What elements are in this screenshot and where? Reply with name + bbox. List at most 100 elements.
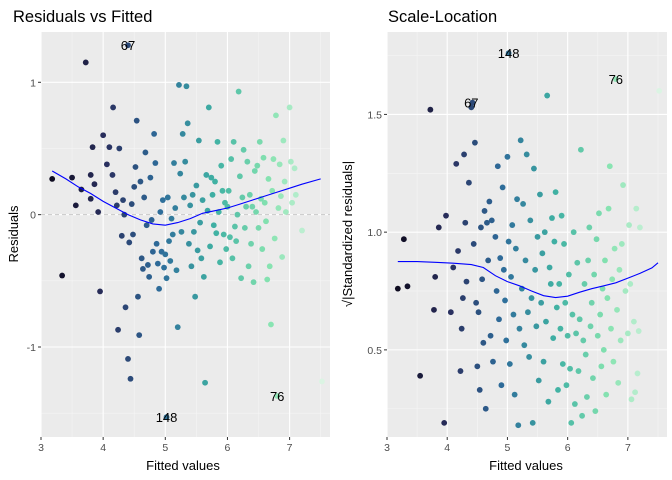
- data-point: [137, 178, 144, 185]
- data-point: [574, 259, 581, 266]
- data-point: [611, 245, 618, 252]
- data-point: [126, 239, 133, 246]
- data-point: [564, 332, 571, 339]
- data-point: [205, 104, 212, 111]
- data-point: [245, 263, 252, 270]
- smooth-line: [51, 170, 321, 226]
- data-point: [254, 162, 261, 169]
- data-point: [635, 328, 642, 334]
- data-point: [122, 304, 129, 311]
- data-point: [236, 173, 243, 180]
- data-point: [544, 92, 551, 99]
- data-point: [255, 224, 262, 231]
- data-point: [609, 276, 616, 283]
- data-point: [110, 104, 116, 111]
- data-point: [582, 351, 589, 358]
- data-point: [576, 316, 583, 323]
- data-point: [580, 337, 587, 344]
- point-label: 148: [498, 46, 520, 61]
- data-point: [282, 209, 289, 215]
- data-point: [166, 238, 172, 245]
- data-point: [490, 358, 496, 365]
- data-point: [197, 219, 204, 226]
- data-point: [512, 245, 519, 252]
- x-tick-label: 6: [225, 442, 231, 454]
- data-point: [497, 255, 504, 261]
- data-point: [199, 197, 206, 203]
- data-point: [253, 209, 259, 215]
- data-point: [470, 241, 477, 247]
- x-tick-label: 7: [625, 442, 631, 454]
- data-point: [517, 137, 524, 144]
- data-point: [87, 172, 94, 178]
- data-point: [49, 176, 56, 182]
- data-point: [571, 401, 578, 407]
- data-point: [455, 248, 461, 254]
- data-point: [269, 187, 276, 194]
- data-point: [172, 205, 179, 211]
- data-point: [186, 240, 192, 247]
- data-point: [535, 377, 542, 384]
- data-point: [246, 191, 253, 198]
- data-point: [473, 299, 480, 306]
- data-point: [605, 205, 612, 212]
- data-point: [159, 197, 166, 203]
- data-point: [203, 172, 210, 178]
- y-tick-label: 0.5: [367, 345, 382, 357]
- data-point: [319, 378, 325, 385]
- data-point: [232, 223, 238, 230]
- data-point: [597, 311, 604, 318]
- data-point: [472, 139, 478, 146]
- data-point: [529, 419, 536, 426]
- data-point: [435, 224, 442, 231]
- data-point: [263, 218, 269, 225]
- data-point: [509, 222, 516, 228]
- data-point: [118, 232, 125, 239]
- data-point: [526, 354, 533, 360]
- y-tick-label: -1: [27, 342, 36, 354]
- data-point: [128, 201, 135, 207]
- data-point: [130, 231, 136, 238]
- data-point: [87, 195, 94, 202]
- data-point: [588, 299, 595, 306]
- data-point: [132, 164, 139, 170]
- data-point: [463, 278, 470, 285]
- residuals-vs-fitted-chart: Residuals vs Fitted Fitted values Residu…: [6, 8, 330, 473]
- data-point: [91, 181, 98, 188]
- x-tick-label: 5: [162, 442, 168, 454]
- data-point: [202, 379, 208, 386]
- data-point: [292, 191, 299, 198]
- data-point: [177, 170, 184, 177]
- data-point: [136, 332, 143, 338]
- data-point: [602, 257, 608, 264]
- data-point: [632, 389, 638, 396]
- data-point: [610, 358, 617, 365]
- data-point: [266, 263, 273, 270]
- data-point: [152, 160, 159, 166]
- data-point: [248, 240, 254, 247]
- data-point: [543, 318, 549, 325]
- data-point: [558, 212, 565, 219]
- data-point: [568, 419, 575, 426]
- data-point: [603, 391, 610, 398]
- data-point: [427, 106, 434, 113]
- data-point: [443, 212, 449, 219]
- data-point: [244, 158, 251, 165]
- data-point: [120, 197, 126, 203]
- data-point: [592, 408, 599, 414]
- data-point: [261, 199, 268, 206]
- data-point: [604, 295, 611, 301]
- data-point: [241, 224, 248, 231]
- data-point: [198, 255, 205, 262]
- data-point: [219, 187, 226, 194]
- data-point: [505, 50, 512, 57]
- data-point: [556, 281, 563, 287]
- data-point: [227, 234, 233, 241]
- data-point: [573, 330, 579, 337]
- data-point: [116, 145, 123, 152]
- data-point: [615, 379, 622, 386]
- data-point: [131, 183, 138, 190]
- data-point: [168, 215, 175, 222]
- data-point: [140, 266, 146, 272]
- data-point: [596, 210, 602, 217]
